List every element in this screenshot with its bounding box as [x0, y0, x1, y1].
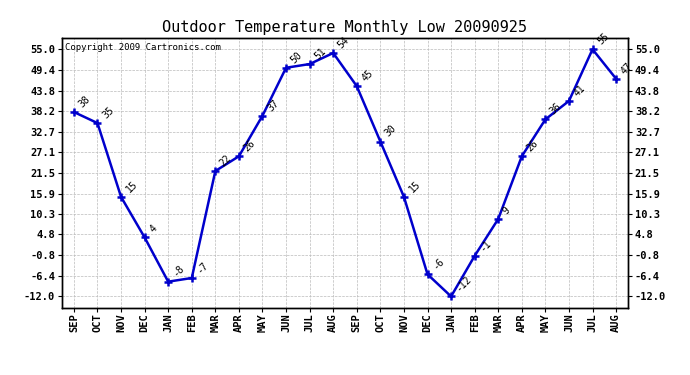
Text: 9: 9 — [501, 205, 512, 216]
Text: -12: -12 — [454, 274, 473, 294]
Text: 55: 55 — [595, 31, 611, 46]
Text: 4: 4 — [148, 224, 159, 235]
Text: 41: 41 — [572, 83, 587, 98]
Text: 54: 54 — [336, 35, 351, 50]
Text: -7: -7 — [195, 260, 210, 275]
Text: -1: -1 — [477, 238, 493, 253]
Text: 26: 26 — [241, 138, 257, 153]
Text: 51: 51 — [313, 46, 328, 61]
Text: 15: 15 — [406, 178, 422, 194]
Text: 22: 22 — [218, 153, 233, 168]
Text: 35: 35 — [100, 105, 116, 120]
Text: -6: -6 — [431, 256, 446, 272]
Text: -8: -8 — [171, 264, 186, 279]
Text: 45: 45 — [359, 68, 375, 83]
Text: 38: 38 — [77, 94, 92, 109]
Text: 30: 30 — [383, 123, 399, 139]
Text: 36: 36 — [548, 101, 564, 117]
Text: 47: 47 — [619, 61, 634, 76]
Text: 50: 50 — [289, 50, 304, 65]
Text: Copyright 2009 Cartronics.com: Copyright 2009 Cartronics.com — [65, 43, 221, 52]
Text: 26: 26 — [524, 138, 540, 153]
Text: 37: 37 — [265, 98, 281, 113]
Text: 15: 15 — [124, 178, 139, 194]
Title: Outdoor Temperature Monthly Low 20090925: Outdoor Temperature Monthly Low 20090925 — [163, 20, 527, 35]
